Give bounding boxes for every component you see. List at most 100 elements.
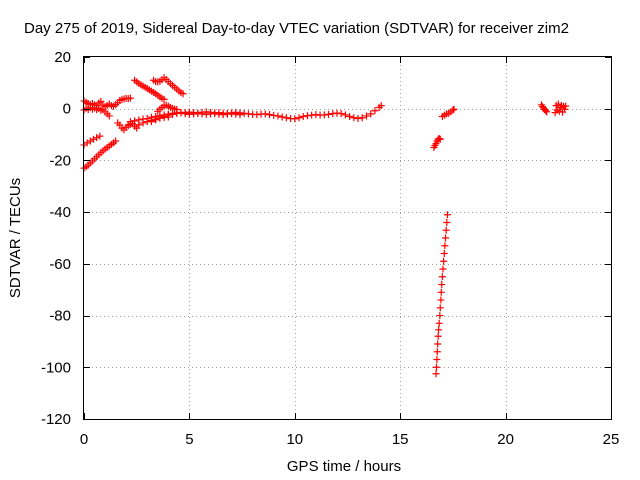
- data-point: [436, 304, 444, 312]
- data-point: [164, 111, 172, 119]
- data-point: [89, 135, 97, 143]
- y-tick-label: -100: [41, 359, 71, 376]
- data-point: [438, 281, 446, 289]
- data-point: [543, 108, 551, 116]
- data-point: [443, 218, 451, 226]
- series-sat-i: [131, 76, 168, 103]
- data-point: [126, 94, 134, 102]
- data-point: [97, 97, 105, 105]
- data-point: [555, 107, 563, 115]
- data-point: [152, 116, 160, 124]
- data-point: [436, 135, 444, 143]
- data-point: [337, 110, 345, 118]
- data-point: [325, 110, 333, 118]
- data-point: [147, 118, 155, 126]
- data-point: [93, 134, 101, 142]
- x-tick-label: 25: [603, 431, 620, 448]
- data-point: [562, 102, 570, 110]
- data-point: [173, 105, 181, 113]
- data-point: [432, 363, 440, 371]
- data-point: [160, 112, 168, 120]
- series-sat-l: [432, 211, 451, 378]
- data-point: [433, 348, 441, 356]
- data-point: [236, 111, 244, 119]
- data-point: [542, 107, 550, 115]
- data-point: [341, 111, 349, 119]
- series-sat-g: [147, 109, 244, 126]
- data-point: [442, 226, 450, 234]
- data-point: [105, 112, 113, 120]
- y-tick-label: -80: [49, 308, 71, 325]
- data-point: [282, 114, 290, 122]
- data-point: [143, 115, 151, 123]
- data-point: [438, 273, 446, 281]
- data-point: [434, 340, 442, 348]
- data-point: [433, 356, 441, 364]
- y-tick-label: 0: [63, 101, 71, 118]
- series-sat-j: [150, 74, 187, 98]
- x-tick-label: 15: [392, 431, 409, 448]
- series-sat-a: [80, 137, 120, 172]
- data-point: [561, 105, 569, 113]
- data-point: [274, 112, 282, 120]
- data-point: [266, 111, 274, 119]
- grid: [84, 57, 611, 419]
- data-point: [440, 250, 448, 258]
- data-point: [160, 95, 168, 103]
- data-point: [437, 296, 445, 304]
- series-sat-m: [438, 105, 458, 120]
- data-point: [439, 265, 447, 273]
- data-point: [179, 90, 187, 98]
- data-point: [437, 288, 445, 296]
- data-point: [278, 113, 286, 121]
- data-point: [96, 132, 104, 140]
- data-point: [299, 112, 307, 120]
- data-point: [432, 370, 440, 378]
- x-axis-label: GPS time / hours: [287, 458, 401, 475]
- x-tick-labels: 0 5 10 15 20 25: [80, 431, 620, 448]
- data-point: [442, 234, 450, 242]
- data-point: [291, 115, 299, 123]
- x-tick-label: 5: [185, 431, 193, 448]
- y-tick-labels: 20 0 -20 -40 -60 -80 -100 -120: [41, 49, 71, 428]
- series-sat-n: [537, 101, 551, 116]
- data-point: [156, 114, 164, 122]
- data-point: [362, 112, 370, 120]
- series-sat-h: [154, 101, 181, 115]
- x-tick-label: 10: [286, 431, 303, 448]
- data-point: [350, 114, 358, 122]
- data-point: [86, 137, 94, 145]
- data-point: [169, 110, 177, 118]
- data-point: [346, 112, 354, 120]
- y-tick-label: 20: [54, 49, 71, 66]
- data-point: [440, 257, 448, 265]
- data-marks: [80, 74, 570, 378]
- data-point: [261, 110, 269, 118]
- data-point: [112, 137, 120, 145]
- x-tick-label: 20: [497, 431, 514, 448]
- plot-frame: [83, 56, 612, 420]
- data-point: [181, 110, 189, 118]
- data-point: [371, 107, 379, 115]
- data-point: [177, 109, 185, 117]
- data-point: [435, 319, 443, 327]
- data-point: [443, 211, 451, 219]
- data-point: [295, 114, 303, 122]
- data-point: [135, 116, 143, 124]
- data-point: [435, 134, 443, 142]
- data-point: [436, 312, 444, 320]
- data-point: [449, 106, 457, 114]
- data-point: [358, 114, 366, 122]
- series-sat-o: [551, 100, 570, 117]
- series-sat-c: [80, 94, 134, 111]
- data-point: [450, 105, 458, 113]
- y-tick-label: -60: [49, 256, 71, 273]
- y-tick-label: -120: [41, 411, 71, 428]
- data-point: [434, 332, 442, 340]
- data-point: [435, 326, 443, 334]
- y-tick-label: -40: [49, 204, 71, 221]
- series-sat-k: [430, 134, 444, 151]
- y-tick-label: -20: [49, 152, 71, 169]
- y-axis-label: SDTVAR / TECUs: [7, 178, 24, 298]
